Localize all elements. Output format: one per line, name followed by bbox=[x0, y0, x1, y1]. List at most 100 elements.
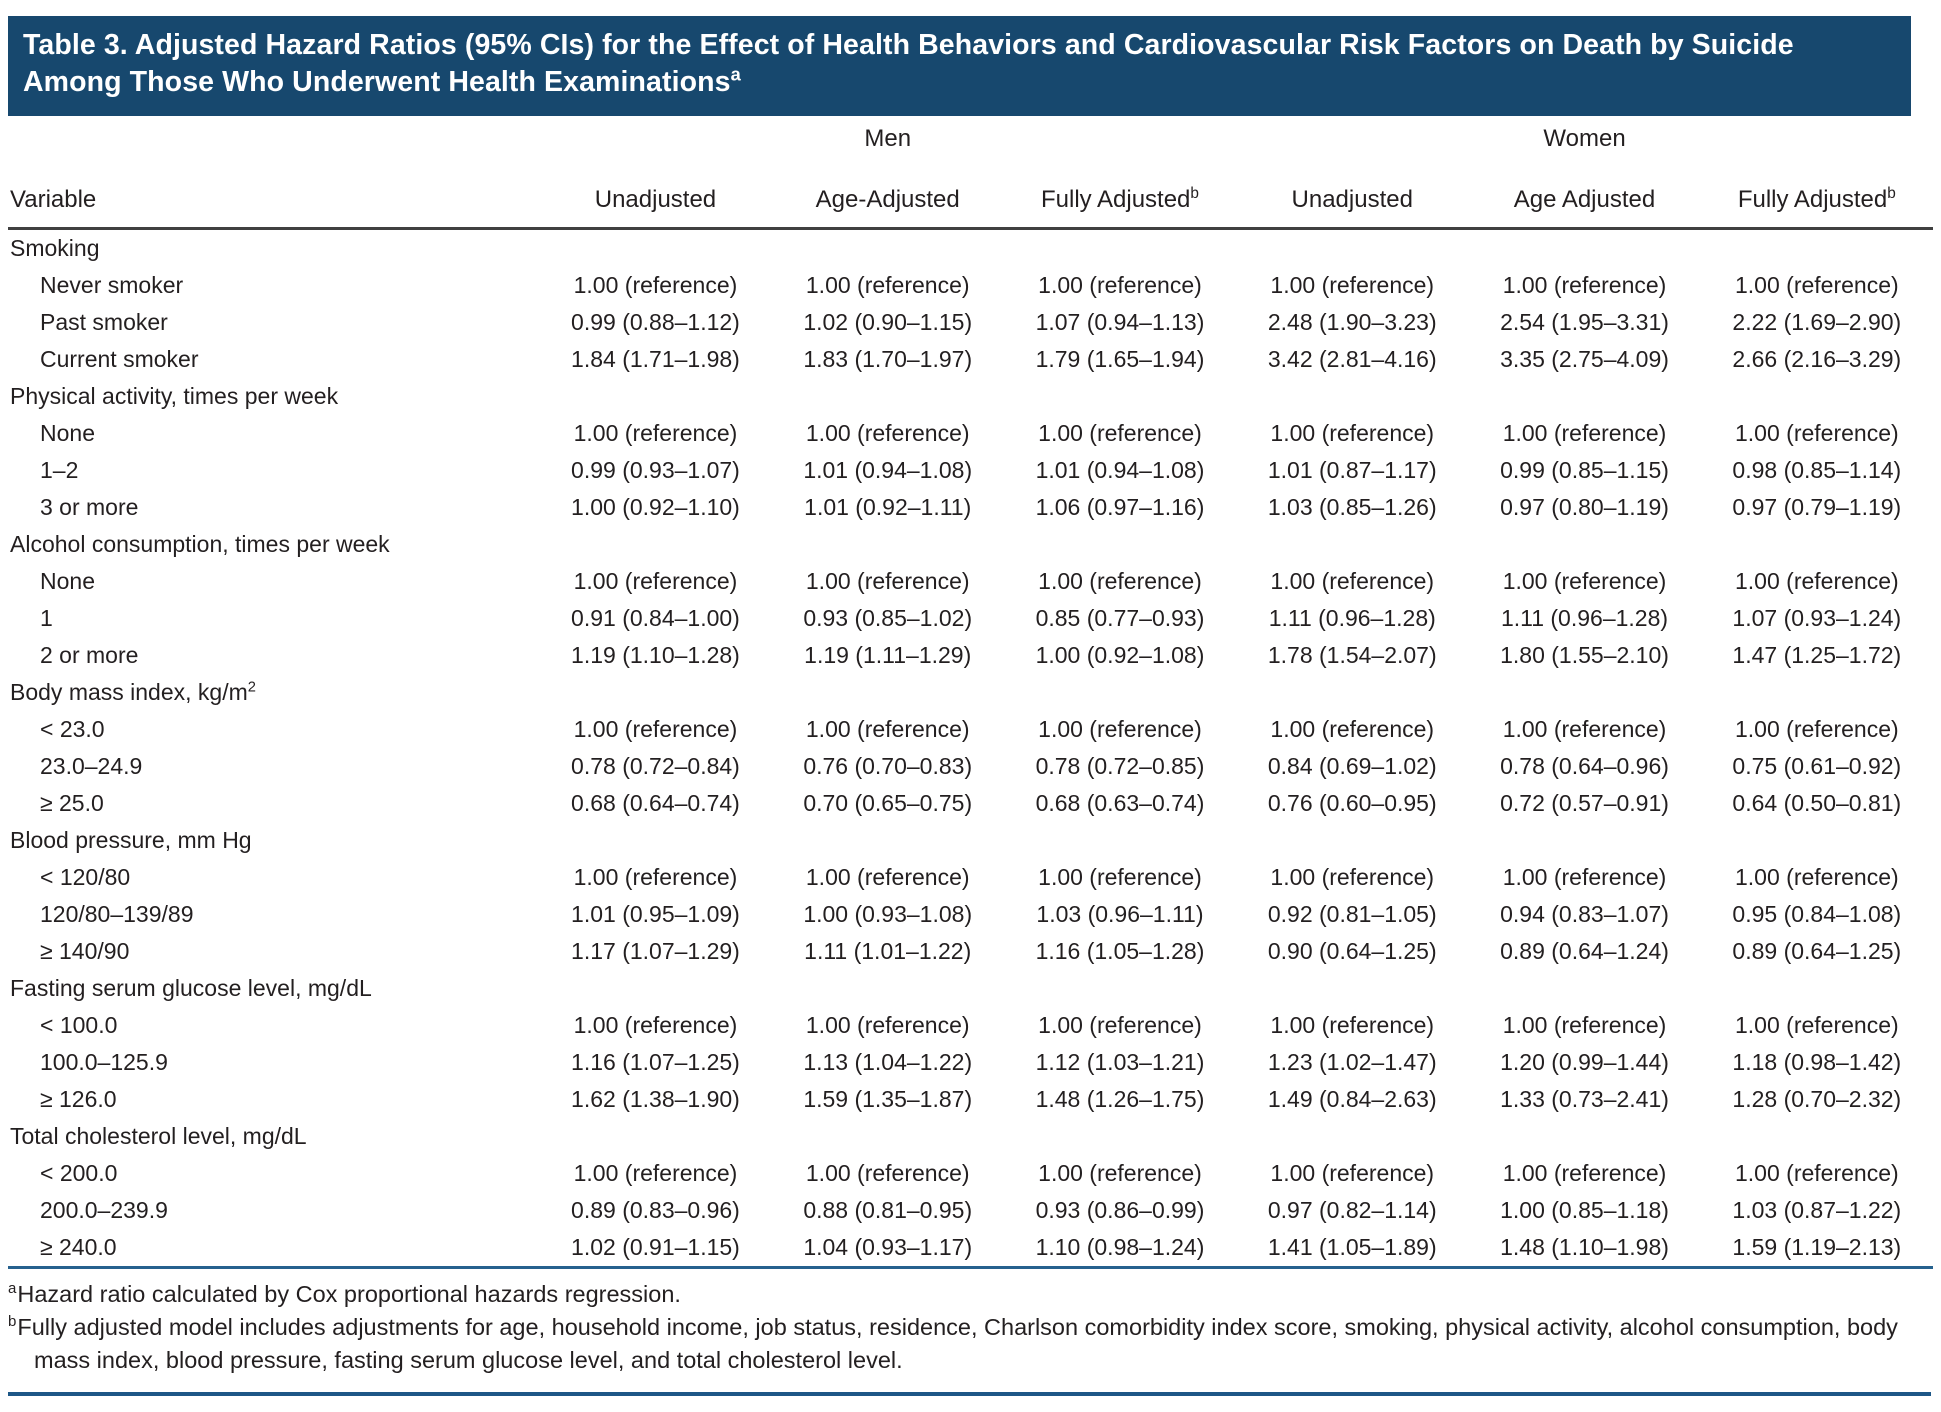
hazard-ratio-cell: 1.00 (reference) bbox=[1270, 568, 1435, 594]
hazard-ratio-cell: 1.00 (reference) bbox=[805, 568, 970, 594]
hazard-ratio-cell: 1.00 (reference) bbox=[805, 420, 970, 446]
col-header-men-unadjusted: Unadjusted bbox=[539, 160, 772, 230]
hazard-ratio-cell: 2.66 (2.16–3.29) bbox=[1732, 346, 1902, 372]
hazard-ratio-cell: 0.78 (0.72–0.84) bbox=[571, 753, 740, 779]
hazard-ratio-cell: 1.06 (0.97–1.16) bbox=[1035, 494, 1205, 520]
hazard-ratio-cell: 1.00 (0.93–1.08) bbox=[803, 901, 973, 927]
row-label: Current smoker bbox=[40, 346, 199, 372]
group-header-women: Women bbox=[1543, 125, 1626, 152]
section-header-row: Alcohol consumption, times per week bbox=[8, 526, 1933, 563]
hazard-ratio-cell: 1.28 (0.70–2.32) bbox=[1732, 1086, 1902, 1112]
table-row: None 1.00 (reference) 1.00 (reference) 1.00… bbox=[8, 563, 1933, 600]
hazard-ratio-cell: 1.78 (1.54–2.07) bbox=[1267, 642, 1437, 668]
hazard-ratio-cell: 1.00 (reference) bbox=[1502, 420, 1667, 446]
hazard-ratio-cell: 1.00 (reference) bbox=[573, 716, 738, 742]
table-row: < 200.0 1.00 (reference) 1.00 (reference) 1… bbox=[8, 1155, 1933, 1192]
hazard-ratio-cell: 1.00 (reference) bbox=[1270, 716, 1435, 742]
hazard-ratio-cell: 1.00 (reference) bbox=[1270, 1160, 1435, 1186]
table-row: < 120/80 1.00 (reference) 1.00 (reference)… bbox=[8, 859, 1933, 896]
hazard-ratio-cell: 1.00 (reference) bbox=[573, 1012, 738, 1038]
hazard-ratio-cell: 1.00 (reference) bbox=[1270, 864, 1435, 890]
col-header-men-fully-adjusted: Fully Adjustedb bbox=[1003, 160, 1237, 230]
row-label: Never smoker bbox=[40, 272, 184, 298]
col-header-women-fully-adjusted-label: Fully Adjusted bbox=[1737, 186, 1888, 213]
group-header-row: Men Women bbox=[8, 118, 1933, 160]
table-row: 1 0.91 (0.84–1.00) 0.93 (0.85–1.02) 0.85 (0… bbox=[8, 600, 1933, 637]
hazard-ratio-cell: 0.89 (0.64–1.24) bbox=[1500, 938, 1669, 964]
hazard-ratio-cell: 0.99 (0.85–1.15) bbox=[1500, 457, 1669, 483]
hazard-ratio-cell: 1.48 (1.26–1.75) bbox=[1035, 1086, 1205, 1112]
row-label: None bbox=[40, 568, 95, 594]
row-label: ≥ 140/90 bbox=[40, 938, 130, 964]
hazard-ratio-cell: 0.88 (0.81–0.95) bbox=[803, 1197, 973, 1223]
table-row: None 1.00 (reference) 1.00 (reference) 1.00… bbox=[8, 415, 1933, 452]
table-row: < 23.0 1.00 (reference) 1.00 (reference) 1.… bbox=[8, 711, 1933, 748]
hazard-ratio-cell: 1.59 (1.35–1.87) bbox=[803, 1086, 973, 1112]
hazard-ratio-cell: 1.00 (reference) bbox=[573, 1160, 738, 1186]
row-label: < 120/80 bbox=[40, 864, 131, 890]
hazard-ratio-cell: 1.00 (reference) bbox=[1038, 272, 1202, 298]
hazard-ratio-cell: 1.00 (reference) bbox=[1735, 420, 1899, 446]
hazard-ratio-cell: 1.00 (reference) bbox=[1735, 716, 1899, 742]
row-label: < 200.0 bbox=[40, 1160, 118, 1186]
hazard-ratio-cell: 0.78 (0.72–0.85) bbox=[1035, 753, 1205, 779]
hazard-ratio-cell: 0.64 (0.50–0.81) bbox=[1732, 790, 1902, 816]
hazard-ratio-cell: 1.10 (0.98–1.24) bbox=[1035, 1234, 1205, 1260]
row-label: 1–2 bbox=[40, 457, 79, 483]
table-body: Smoking Never smoker 1.00 (reference) 1.00 … bbox=[8, 229, 1933, 1268]
hazard-ratio-cell: 1.00 (0.92–1.10) bbox=[571, 494, 740, 520]
col-header-women-fully-adjusted: Fully Adjustedb bbox=[1700, 160, 1933, 230]
hazard-ratio-cell: 1.00 (0.85–1.18) bbox=[1500, 1197, 1669, 1223]
col-header-men-age-adjusted: Age-Adjusted bbox=[771, 160, 1004, 230]
section-header-row: Physical activity, times per week bbox=[8, 378, 1933, 415]
hazard-ratio-cell: 0.93 (0.85–1.02) bbox=[803, 605, 973, 631]
hazard-ratio-cell: 1.83 (1.70–1.97) bbox=[803, 346, 973, 372]
hazard-ratio-cell: 0.68 (0.63–0.74) bbox=[1035, 790, 1205, 816]
footnote-b-marker: b bbox=[8, 1313, 17, 1331]
hazard-ratio-cell: 0.70 (0.65–0.75) bbox=[803, 790, 973, 816]
row-label: < 23.0 bbox=[40, 716, 105, 742]
section-label: Blood pressure, mm Hg bbox=[10, 827, 252, 853]
hazard-ratio-cell: 1.00 (reference) bbox=[805, 716, 970, 742]
footnote-a-marker: a bbox=[8, 1280, 17, 1298]
hazard-ratio-cell: 1.07 (0.93–1.24) bbox=[1732, 605, 1902, 631]
footnote-a: aHazard ratio calculated by Cox proporti… bbox=[8, 1278, 1931, 1311]
table-row: ≥ 140/90 1.17 (1.07–1.29) 1.11 (1.01–1.22)… bbox=[8, 933, 1933, 970]
hazard-ratio-cell: 2.22 (1.69–2.90) bbox=[1732, 309, 1902, 335]
section-label: Alcohol consumption, times per week bbox=[10, 531, 390, 557]
hazard-ratio-cell: 1.01 (0.94–1.08) bbox=[1035, 457, 1205, 483]
hazard-ratio-cell: 1.00 (reference) bbox=[1038, 1012, 1202, 1038]
hazard-ratio-cell: 1.62 (1.38–1.90) bbox=[571, 1086, 740, 1112]
hazard-ratio-cell: 1.00 (reference) bbox=[805, 864, 970, 890]
hazard-ratio-cell: 1.00 (reference) bbox=[1038, 864, 1202, 890]
hazard-ratio-cell: 1.03 (0.85–1.26) bbox=[1267, 494, 1437, 520]
hazard-ratio-cell: 1.11 (0.96–1.28) bbox=[1500, 605, 1669, 631]
section-header-row: Body mass index, kg/m2 bbox=[8, 674, 1933, 711]
hazard-ratio-cell: 0.90 (0.64–1.25) bbox=[1267, 938, 1437, 964]
table-title-band: Table 3. Adjusted Hazard Ratios (95% CIs… bbox=[8, 16, 1911, 116]
row-label: 120/80–139/89 bbox=[40, 901, 194, 927]
hazard-ratio-cell: 1.19 (1.10–1.28) bbox=[571, 642, 740, 668]
hazard-ratio-cell: 1.41 (1.05–1.89) bbox=[1267, 1234, 1437, 1260]
hazard-ratio-cell: 1.00 (reference) bbox=[1735, 272, 1899, 298]
hazard-ratio-cell: 0.92 (0.81–1.05) bbox=[1267, 901, 1437, 927]
group-header-spacer bbox=[8, 118, 539, 160]
hazard-ratio-cell: 1.00 (reference) bbox=[573, 864, 738, 890]
hazard-ratio-cell: 1.47 (1.25–1.72) bbox=[1732, 642, 1902, 668]
hazard-ratio-cell: 1.00 (reference) bbox=[1038, 1160, 1202, 1186]
row-label: 1 bbox=[40, 605, 53, 631]
col-header-women-age-adjusted: Age Adjusted bbox=[1468, 160, 1701, 230]
hazard-ratio-cell: 1.00 (reference) bbox=[1270, 1012, 1435, 1038]
hazard-ratio-cell: 1.04 (0.93–1.17) bbox=[803, 1234, 973, 1260]
hazard-ratio-cell: 1.01 (0.87–1.17) bbox=[1267, 457, 1437, 483]
row-label: < 100.0 bbox=[40, 1012, 118, 1038]
hazard-ratio-cell: 1.16 (1.07–1.25) bbox=[571, 1049, 740, 1075]
hazard-ratio-cell: 0.72 (0.57–0.91) bbox=[1500, 790, 1669, 816]
hazard-ratio-cell: 0.95 (0.84–1.08) bbox=[1732, 901, 1902, 927]
row-label: ≥ 126.0 bbox=[40, 1086, 117, 1112]
hazard-ratio-cell: 1.18 (0.98–1.42) bbox=[1732, 1049, 1902, 1075]
hazard-ratio-cell: 1.00 (reference) bbox=[1735, 1160, 1899, 1186]
hazard-ratio-cell: 0.78 (0.64–0.96) bbox=[1500, 753, 1669, 779]
table-row: 23.0–24.9 0.78 (0.72–0.84) 0.76 (0.70–0.83… bbox=[8, 748, 1933, 785]
